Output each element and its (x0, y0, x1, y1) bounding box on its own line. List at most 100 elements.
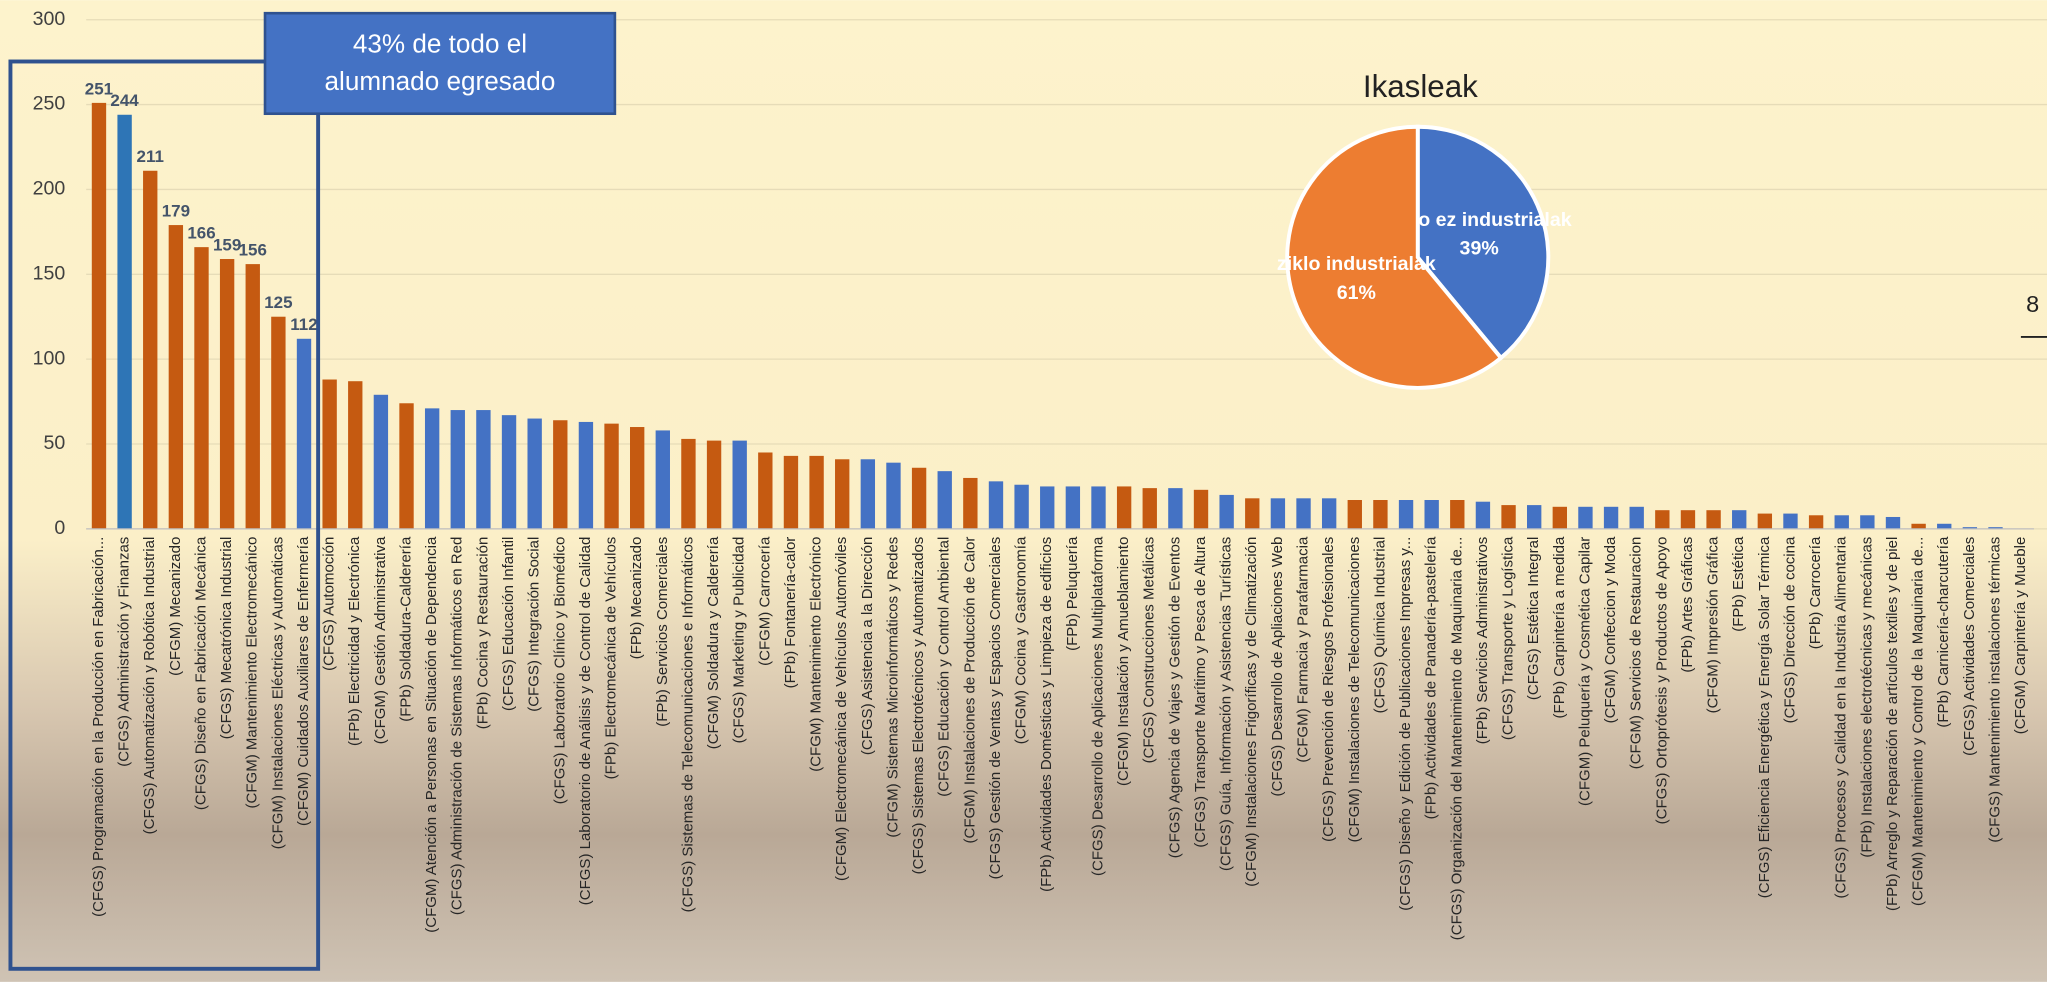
pie-label-value: 61% (1337, 282, 1376, 304)
x-tick-label: (CFGM) Instalaciones Frigoríficas y de C… (1243, 537, 1260, 887)
bar (1655, 510, 1670, 529)
bar (1860, 515, 1875, 529)
data-label: 179 (162, 202, 190, 221)
pie-slice (1415, 124, 1551, 361)
bar (1270, 498, 1286, 529)
bar (1040, 486, 1055, 529)
x-tick-label: (CFGS) Administración de Sistemas Inform… (449, 537, 466, 915)
x-tick-label: (FPb) Arreglo y Reparación de artículos … (1884, 537, 1901, 911)
x-tick-label: (CFGM) Soldadura y Calderería (705, 536, 722, 749)
y-tick-label: 150 (33, 262, 66, 284)
x-tick-label: (CFGS) Mecatrónica Industrial (218, 537, 235, 740)
bar (1398, 500, 1414, 529)
bar (117, 114, 132, 529)
y-tick-label: 50 (43, 432, 65, 454)
x-tick-label: (CFGS) Educación y Control Ambiental (936, 537, 953, 797)
x-tick-label: (CFGS) Programación en la Producción en … (90, 537, 107, 917)
x-tick-label: (CFGS) Transporte y Logística (1500, 536, 1517, 740)
y-tick-label: 250 (33, 93, 66, 115)
bar (1552, 506, 1567, 529)
x-tick-label: (CFGS) Administración y Finanzas (116, 537, 133, 767)
y-tick-label: 100 (33, 347, 66, 369)
x-tick-label: (CFGS) Estética Integral (1525, 537, 1542, 700)
x-tick-label: (CFGS) Química Industrial (1371, 537, 1388, 714)
bar (527, 418, 542, 529)
bar (1116, 486, 1132, 529)
x-tick-label: (CFGM) Impresión Gráfica (1705, 536, 1722, 713)
x-tick-label: (FPb) Artes Gráficas (1679, 537, 1696, 673)
bar (1783, 513, 1798, 529)
x-tick-label: (CFGM) Mecanizado (167, 537, 184, 676)
bar (1834, 515, 1849, 529)
bar (988, 481, 1004, 529)
bar (1475, 501, 1491, 529)
bar (732, 440, 747, 529)
x-tick-label: (CFGS) Ortoprótesis y Productos de Apoyo (1653, 537, 1670, 825)
x-tick-label: (CFGS) Diseño y Edición de Publicaciones… (1397, 537, 1414, 911)
x-tick-label: (CFGM) Cocina y Gastronomía (1013, 536, 1030, 744)
bar (1885, 516, 1901, 529)
bar (655, 430, 670, 529)
x-tick-label: (CFGS) Actividades Comerciales (1961, 537, 1978, 756)
bar (1296, 498, 1311, 529)
x-tick-label: (CFGS) Desarrollo de Apliaciones Web (1269, 537, 1286, 797)
x-tick-label: (CFGS) Laboratorio Clínico y Biomédico (551, 537, 568, 805)
x-tick-label: (CFGM) Mantenimiento y Control de la Maq… (1910, 537, 1927, 906)
x-tick-label: (CFGM) Servicios de Restauracion (1628, 537, 1645, 770)
bar (399, 403, 414, 529)
bar (1757, 513, 1773, 529)
bar (1193, 489, 1209, 529)
x-tick-label: (CFGS) Agencia de Viajes y Gestión de Ev… (1166, 537, 1183, 859)
x-tick-label: (CFGM) Electromecánica de Vehículos Auto… (833, 537, 850, 881)
data-label: 156 (239, 241, 267, 260)
x-tick-label: (CFGM) Instalaciones de Producción de Ca… (961, 537, 978, 844)
x-tick-label: (FPb) Soldadura-Calderería (397, 536, 414, 722)
bar (1501, 505, 1516, 529)
x-tick-label: (FPb) Actividades Domésticas y Limpieza … (1038, 537, 1055, 892)
x-tick-label: (CFGS) Organización del Mantenimiento de… (1448, 537, 1465, 941)
bar (758, 452, 773, 529)
bar (963, 477, 978, 529)
bar (1578, 506, 1593, 529)
bar (296, 338, 312, 529)
x-tick-label: (CFGM) Sistemas Microinformáticos y Rede… (884, 537, 901, 838)
x-tick-label: (CFGS) Prevención de Riesgos Profesional… (1320, 537, 1337, 842)
bar (629, 427, 645, 529)
bar (1091, 486, 1106, 529)
bar (1629, 506, 1644, 529)
y-tick-label: 300 (33, 8, 66, 30)
annotation-text: 43% de todo el alumnado egresado (324, 29, 556, 97)
bar (271, 316, 286, 529)
x-tick-label: (FPb) Peluquería (1064, 536, 1081, 651)
x-tick-label: (FPb) Electricidad y Electrónica (346, 536, 363, 746)
annotation: 43% de todo el alumnado egresado (324, 29, 556, 97)
bar (886, 462, 901, 529)
x-tick-label: (CFGM) Gestión Administrativa (372, 536, 389, 744)
bar (373, 394, 389, 529)
x-tick-label: (CFGM) Confeccion y Moda (1602, 536, 1619, 723)
x-tick-label: (CFGS) Transporte Marítimo y Pesca de Al… (1192, 536, 1209, 848)
bar (1321, 498, 1337, 529)
pie-label-value: 39% (1460, 238, 1499, 260)
pie-label-name: ziklo ez industrialak (1387, 209, 1572, 231)
x-tick-label: (CFGS) Construcciones Metálicas (1141, 537, 1158, 764)
bar (1808, 515, 1824, 529)
data-label: 112 (290, 315, 317, 334)
data-label: 125 (264, 293, 292, 312)
x-tick-label: (FPb) Carpintería a medida (1551, 536, 1568, 718)
y-tick-label: 200 (33, 178, 66, 200)
bar (1706, 510, 1721, 529)
bar (860, 459, 876, 529)
x-tick-label: (CFGS) Eficiencia Energética y Energía S… (1756, 536, 1773, 898)
bar (219, 259, 235, 529)
data-label: 244 (110, 91, 139, 110)
bar (1937, 523, 1952, 529)
bar (1911, 523, 1926, 529)
x-tick-label: (FPb) Servicios Administrativos (1474, 537, 1491, 745)
x-tick-label: (FPb) Mecanizado (628, 537, 645, 660)
bar (1347, 500, 1362, 529)
bar (1373, 500, 1388, 529)
x-tick-label: (FPb) Electromecánica de Vehículos (603, 537, 620, 780)
data-label: 211 (137, 147, 164, 166)
x-tick-label: (CFGS) Diseño en Fabricación Mecánica (192, 536, 209, 810)
